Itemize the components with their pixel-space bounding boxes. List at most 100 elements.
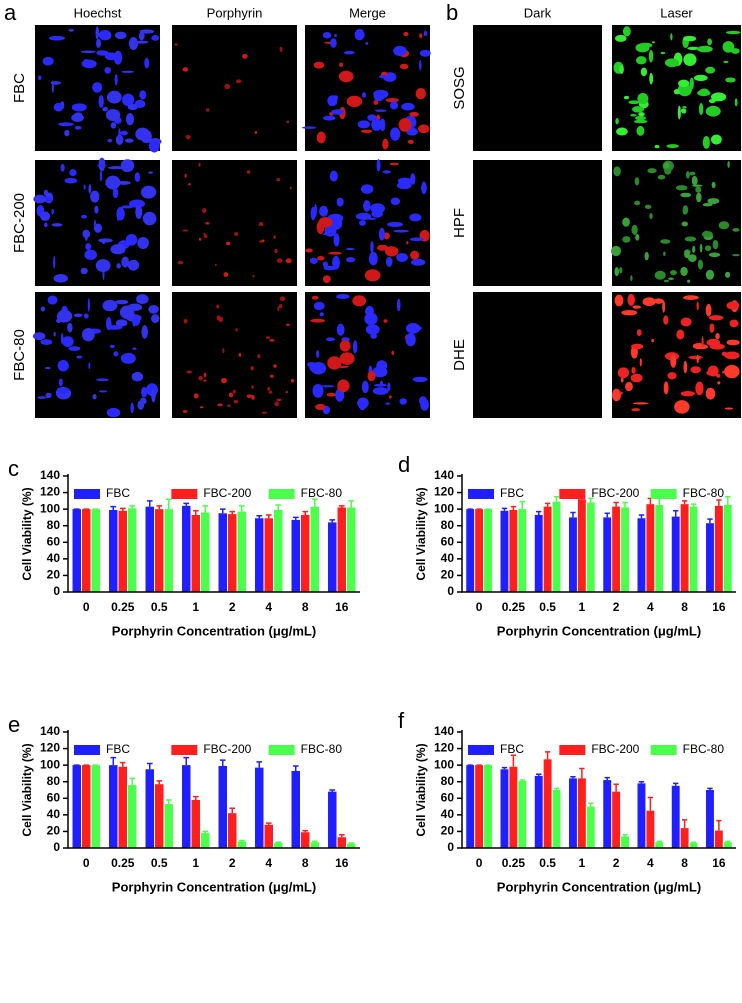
error-bar bbox=[604, 512, 610, 518]
bar bbox=[228, 514, 237, 592]
cell bbox=[660, 51, 666, 55]
cell bbox=[257, 354, 261, 359]
y-tick-label: 100 bbox=[40, 501, 60, 515]
cell bbox=[410, 258, 426, 266]
legend-swatch bbox=[74, 745, 100, 755]
panel-label: f bbox=[398, 708, 405, 733]
cell bbox=[251, 394, 255, 401]
cell bbox=[365, 324, 380, 335]
micrograph bbox=[172, 25, 297, 151]
x-tick-label: 1 bbox=[579, 856, 586, 870]
cell bbox=[640, 67, 648, 77]
cell bbox=[376, 244, 389, 251]
bar bbox=[291, 770, 301, 848]
cell bbox=[132, 347, 137, 350]
cell bbox=[316, 131, 326, 144]
cell bbox=[675, 185, 688, 191]
x-tick-label: 2 bbox=[613, 600, 620, 614]
y-tick-label: 80 bbox=[47, 518, 61, 532]
cell bbox=[644, 251, 649, 261]
cell bbox=[383, 232, 390, 240]
error-bar bbox=[536, 773, 542, 776]
cell bbox=[274, 401, 279, 407]
x-tick-label: 0.5 bbox=[151, 856, 168, 870]
cell bbox=[105, 175, 121, 190]
cell bbox=[98, 157, 106, 172]
error-bar bbox=[588, 497, 594, 503]
cell bbox=[218, 316, 224, 323]
error-bar bbox=[129, 777, 136, 786]
bar bbox=[680, 828, 689, 848]
cell bbox=[729, 319, 739, 328]
cell bbox=[363, 200, 371, 212]
cell bbox=[311, 295, 319, 300]
bar bbox=[714, 505, 723, 592]
cell bbox=[644, 204, 652, 209]
error-bar bbox=[638, 514, 645, 519]
cell bbox=[53, 255, 56, 269]
bar bbox=[301, 832, 310, 848]
cell bbox=[106, 407, 121, 418]
cell bbox=[373, 92, 385, 102]
bar bbox=[637, 783, 646, 848]
cell bbox=[339, 352, 355, 365]
error-bar bbox=[673, 510, 679, 517]
cell bbox=[185, 134, 191, 140]
error-bar bbox=[588, 802, 594, 807]
cell bbox=[125, 233, 138, 246]
cell bbox=[182, 229, 189, 232]
bar bbox=[264, 518, 273, 592]
y-tick-label: 20 bbox=[441, 568, 455, 582]
cell bbox=[81, 214, 88, 219]
bar bbox=[264, 824, 273, 848]
error-bar bbox=[338, 505, 345, 508]
cell bbox=[56, 386, 70, 394]
cell bbox=[102, 106, 109, 112]
bar bbox=[164, 509, 173, 592]
cell bbox=[685, 171, 690, 179]
cell bbox=[662, 300, 666, 313]
bar bbox=[237, 841, 246, 848]
cell bbox=[127, 259, 140, 271]
cell bbox=[151, 388, 156, 403]
bar bbox=[518, 780, 527, 848]
legend-label: FBC-200 bbox=[203, 486, 251, 500]
cell bbox=[289, 186, 292, 190]
cell bbox=[84, 249, 97, 261]
cell bbox=[680, 192, 692, 198]
bar bbox=[534, 514, 543, 592]
micrograph bbox=[473, 292, 602, 418]
legend-swatch bbox=[559, 745, 586, 755]
cell bbox=[651, 41, 656, 44]
error-bar bbox=[265, 822, 272, 825]
bar bbox=[155, 784, 164, 848]
cell bbox=[357, 120, 370, 129]
cell bbox=[630, 373, 643, 383]
y-tick-label: 120 bbox=[40, 485, 60, 499]
cell bbox=[680, 266, 688, 276]
legend-swatch bbox=[559, 489, 586, 499]
axes bbox=[67, 730, 360, 849]
cell bbox=[95, 259, 111, 273]
cell bbox=[105, 108, 121, 122]
x-tick-label: 0 bbox=[476, 600, 483, 614]
cell bbox=[726, 339, 740, 346]
cell bbox=[635, 233, 640, 241]
bar bbox=[82, 509, 91, 592]
bar bbox=[200, 512, 210, 592]
cell bbox=[83, 313, 89, 319]
x-tick-label: 0.5 bbox=[151, 600, 168, 614]
cell bbox=[285, 258, 292, 264]
cell bbox=[635, 56, 647, 65]
legend-label: FBC-200 bbox=[203, 742, 251, 756]
bar bbox=[273, 843, 283, 848]
y-tick-label: 60 bbox=[441, 534, 455, 548]
error-bar bbox=[110, 505, 117, 510]
bar bbox=[109, 765, 118, 848]
cell bbox=[715, 333, 720, 340]
cell bbox=[628, 100, 640, 105]
x-tick-label: 8 bbox=[681, 856, 688, 870]
error-bar bbox=[613, 783, 619, 792]
error-bar bbox=[570, 775, 576, 779]
cell bbox=[90, 190, 100, 203]
